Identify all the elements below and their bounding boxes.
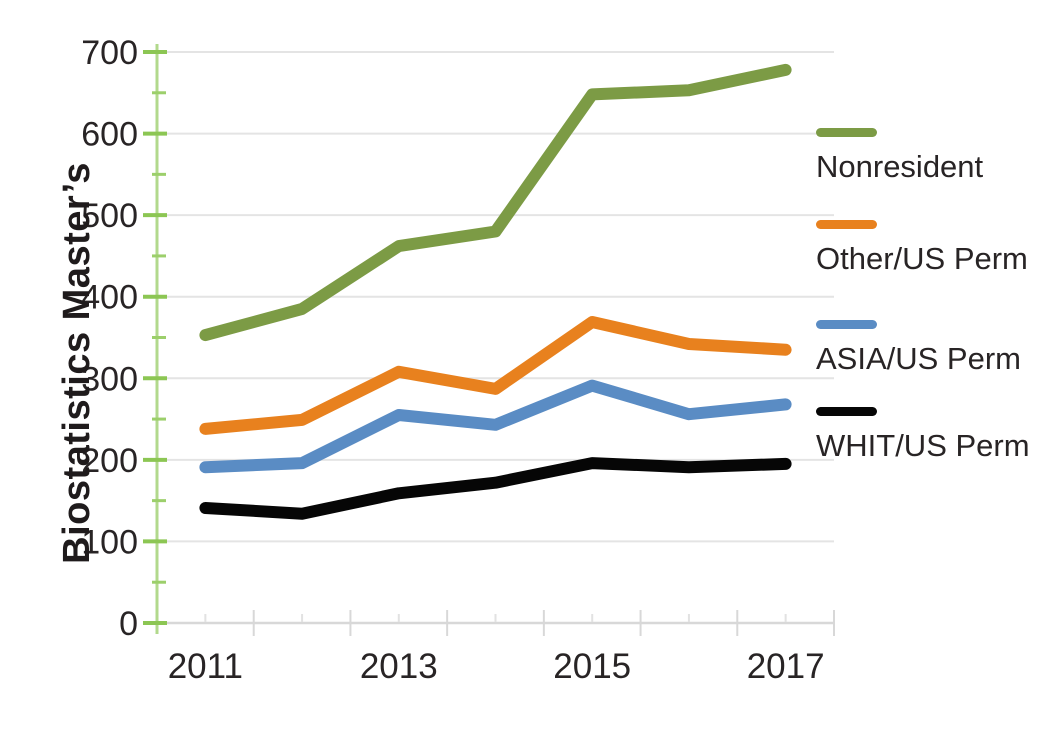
x-tick-label: 2017 bbox=[747, 647, 825, 686]
y-tick-label: 400 bbox=[81, 279, 138, 317]
legend-swatch-other-us-perm-icon bbox=[816, 220, 877, 229]
y-tick-label: 600 bbox=[81, 116, 138, 154]
legend-item-nonresident: Nonresident bbox=[816, 128, 983, 185]
legend-swatch-whit-us-perm-icon bbox=[816, 407, 877, 416]
series-line-asia-us-perm bbox=[199, 379, 792, 474]
series-line-other-us-perm bbox=[199, 316, 792, 435]
y-tick-label: 0 bbox=[119, 605, 138, 643]
legend-label-asia-us-perm: ASIA/US Perm bbox=[816, 341, 1021, 376]
legend-item-asia-us-perm: ASIA/US Perm bbox=[816, 320, 1021, 377]
x-tick-label: 2011 bbox=[168, 647, 243, 686]
x-tick-label: 2015 bbox=[553, 647, 631, 686]
legend-swatch-asia-us-perm-icon bbox=[816, 320, 877, 329]
series-line-nonresident bbox=[199, 63, 792, 342]
legend: Nonresident Other/US Perm ASIA/US Perm W… bbox=[816, 0, 1042, 730]
legend-swatch-nonresident-icon bbox=[816, 128, 877, 137]
legend-label-nonresident: Nonresident bbox=[816, 149, 984, 184]
y-tick-label: 300 bbox=[81, 360, 138, 398]
y-tick-label: 200 bbox=[81, 442, 138, 480]
y-axis-title: Biostatistics Master’s bbox=[56, 162, 98, 564]
legend-label-other-us-perm: Other/US Perm bbox=[816, 241, 1028, 276]
y-tick-label: 700 bbox=[81, 34, 138, 72]
y-tick-label: 100 bbox=[81, 523, 138, 561]
legend-item-whit-us-perm: WHIT/US Perm bbox=[816, 407, 1030, 464]
x-tick-label: 2013 bbox=[360, 647, 438, 686]
legend-item-other-us-perm: Other/US Perm bbox=[816, 220, 1028, 277]
y-tick-label: 500 bbox=[81, 197, 138, 235]
legend-label-whit-us-perm: WHIT/US Perm bbox=[816, 428, 1030, 463]
series-line-whit-us-perm bbox=[199, 457, 792, 520]
